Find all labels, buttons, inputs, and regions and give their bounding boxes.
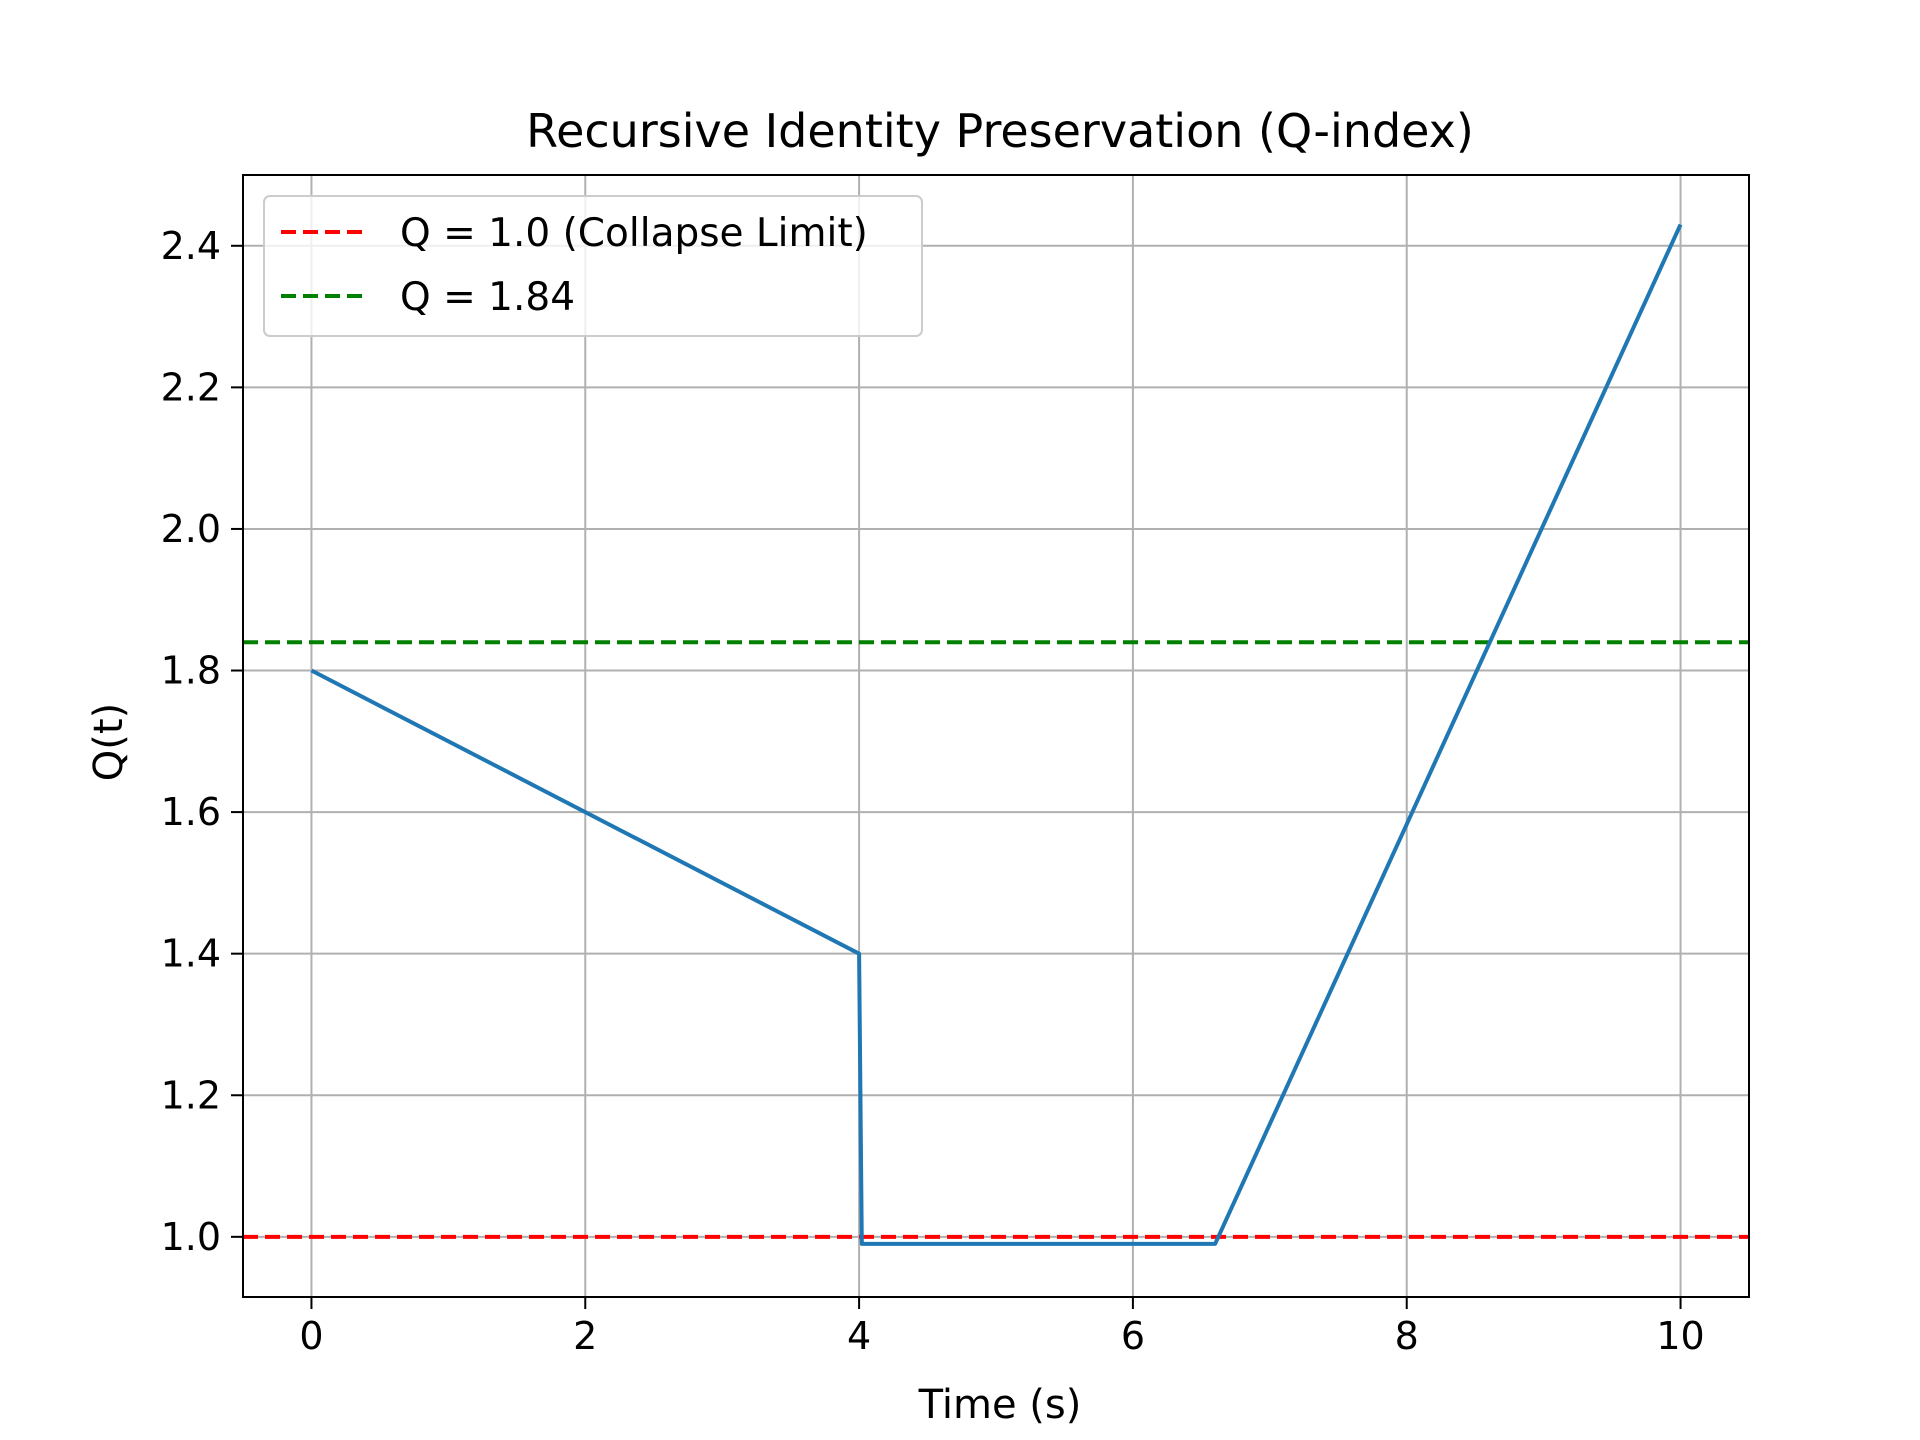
y-tick-label: 1.0 bbox=[161, 1215, 221, 1259]
y-tick-label: 2.4 bbox=[161, 224, 221, 268]
y-tick-label: 1.8 bbox=[161, 649, 221, 693]
y-tick-label: 1.6 bbox=[161, 790, 221, 834]
y-axis-label: Q(t) bbox=[86, 703, 132, 781]
chart-title: Recursive Identity Preservation (Q-index… bbox=[526, 104, 1474, 158]
y-tick-label: 1.4 bbox=[161, 932, 221, 976]
legend-box bbox=[263, 195, 923, 337]
x-tick-label: 6 bbox=[1121, 1314, 1145, 1358]
axes-frame bbox=[242, 174, 1750, 1298]
grid bbox=[243, 175, 1749, 1297]
x-tick-label: 2 bbox=[573, 1314, 597, 1358]
legend-label-collapse-limit: Q = 1.0 (Collapse Limit) bbox=[400, 211, 868, 256]
legend-label-q-1-84: Q = 1.84 bbox=[400, 275, 575, 320]
x-tick-label: 0 bbox=[299, 1314, 323, 1358]
legend: Q = 1.0 (Collapse Limit) Q = 1.84 bbox=[263, 195, 923, 337]
y-tick-label: 1.2 bbox=[161, 1073, 221, 1117]
y-ticks: 1.0 1.2 1.4 1.6 1.8 2.0 2.2 2.4 bbox=[161, 224, 243, 1259]
x-tick-label: 10 bbox=[1656, 1314, 1704, 1358]
y-tick-label: 2.0 bbox=[161, 507, 221, 551]
x-tick-label: 8 bbox=[1395, 1314, 1419, 1358]
x-tick-label: 4 bbox=[847, 1314, 871, 1358]
reference-lines bbox=[243, 640, 1749, 1239]
series-line bbox=[310, 223, 1683, 1246]
series bbox=[310, 223, 1683, 1246]
y-tick-label: 2.2 bbox=[161, 365, 221, 409]
x-axis-label: Time (s) bbox=[918, 1382, 1082, 1428]
x-ticks: 0 2 4 6 8 10 bbox=[299, 1297, 1705, 1358]
